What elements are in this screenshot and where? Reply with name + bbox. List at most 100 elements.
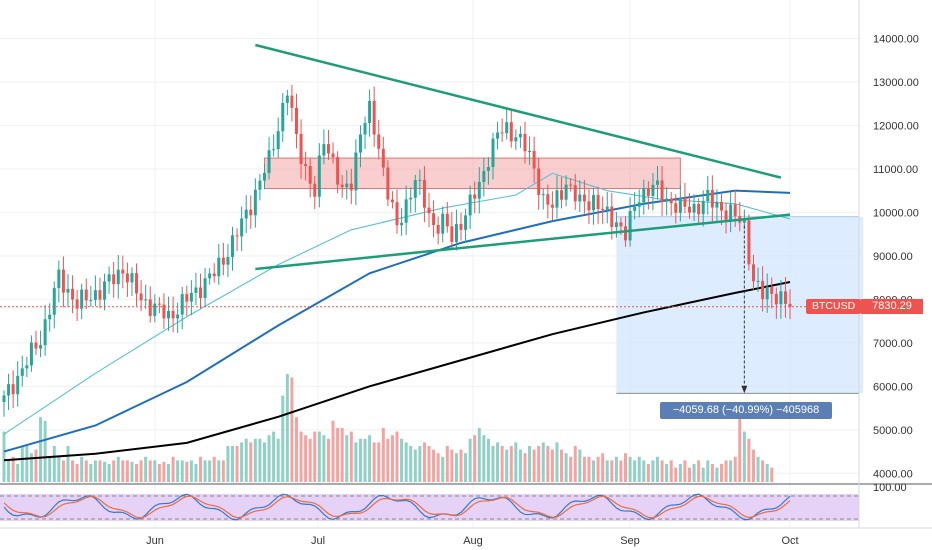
volume-bar (322, 435, 326, 482)
candle-body (445, 213, 449, 227)
volume-bar (651, 460, 655, 482)
candle-body (253, 189, 257, 216)
volume-bar (514, 442, 518, 482)
candle-body (500, 132, 504, 134)
volume-bar (381, 428, 385, 482)
candle-body (34, 342, 38, 349)
volume-bar (345, 435, 349, 482)
volume-bar (267, 435, 271, 482)
volume-bar (308, 438, 312, 482)
volume-bar (203, 460, 207, 482)
candle-body (660, 180, 664, 202)
candle-body (441, 213, 445, 234)
volume-bar (336, 428, 340, 482)
candle-body (642, 188, 646, 203)
volume-bar (573, 446, 577, 482)
price-axis-tick-label: 13000.00 (873, 77, 919, 89)
candle-body (724, 210, 728, 220)
candle-body (75, 299, 79, 309)
candle-body (404, 199, 408, 223)
candle-body (189, 292, 193, 302)
candle-body (135, 273, 139, 294)
candle-body (130, 273, 134, 283)
volume-bar (409, 446, 413, 482)
volume-bar (244, 438, 248, 482)
price-axis-tick-label: 14000.00 (873, 34, 919, 46)
candle-body (596, 195, 600, 210)
trendline-upper[interactable] (255, 43, 782, 179)
candlesticks (2, 84, 792, 417)
candle-body (747, 220, 751, 265)
volume-bar (523, 453, 527, 482)
candle-body (756, 280, 760, 282)
candle-body (354, 152, 358, 191)
candle-body (381, 148, 385, 168)
candle-body (473, 194, 477, 199)
candle-body (701, 201, 705, 215)
candle-body (706, 189, 710, 202)
price-axis-tick-label: 5000.00 (873, 425, 913, 437)
candle-body (162, 304, 166, 319)
candle-body (276, 131, 280, 150)
candle-body (98, 290, 102, 300)
volume-bar (199, 456, 203, 482)
candle-body (7, 384, 11, 396)
volume-bar (605, 460, 609, 482)
candle-body (281, 102, 285, 132)
volume-bar (486, 438, 490, 482)
volume-bar (171, 456, 175, 482)
time-axis[interactable]: Jun Jul Aug Sep Oct (146, 535, 798, 547)
candle-body (308, 166, 312, 184)
measure-result-label: −4059.68 (−40.99%) −405968 (660, 402, 832, 419)
volume-bar (719, 464, 723, 482)
candle-body (528, 150, 532, 152)
volume-bar (724, 460, 728, 482)
trendline-lower[interactable] (255, 213, 791, 271)
time-axis-tick-label: Jun (146, 535, 164, 547)
candle-body (624, 226, 628, 241)
volume-bar (427, 446, 431, 482)
candle-body (628, 210, 632, 241)
candle-body (107, 274, 111, 282)
candle-body (52, 288, 56, 315)
candle-body (788, 303, 792, 307)
moving-average-slow (3, 281, 791, 462)
candle-body (258, 180, 262, 190)
candle-body (71, 288, 75, 300)
candle-body (688, 206, 691, 213)
candle-body (153, 303, 157, 316)
candle-body (761, 280, 765, 300)
volume-bar (692, 464, 696, 482)
candle-body (11, 384, 15, 395)
volume-bar (93, 460, 97, 482)
candle-body (167, 311, 171, 319)
candle-body (212, 273, 216, 277)
resistance-zone (263, 157, 681, 190)
candle-body (779, 291, 783, 305)
volume-bar (285, 374, 289, 482)
candle-body (48, 314, 52, 320)
volume-bar (349, 431, 353, 482)
candle-body (80, 289, 84, 309)
volume-bar (578, 449, 582, 482)
price-axis[interactable]: 14000.00 13000.00 12000.00 11000.00 10000.00… (873, 34, 919, 481)
candle-body (349, 183, 353, 191)
candle-body (39, 345, 43, 349)
candle-body (578, 194, 582, 202)
candle-body (605, 206, 609, 210)
candle-body (84, 289, 88, 301)
volume-bar (226, 446, 230, 482)
candle-body (244, 209, 248, 219)
candle-body (336, 157, 340, 185)
price-axis-tick-label: 4000.00 (873, 468, 913, 480)
candle-body (294, 107, 298, 134)
volume-bar (57, 456, 61, 482)
time-axis-tick-label: Oct (781, 535, 798, 547)
candle-body (783, 291, 787, 304)
candle-body (592, 195, 596, 211)
candle-body (61, 269, 65, 293)
volume-bar (646, 464, 650, 482)
candle-body (683, 197, 687, 207)
candle-body (459, 223, 463, 230)
